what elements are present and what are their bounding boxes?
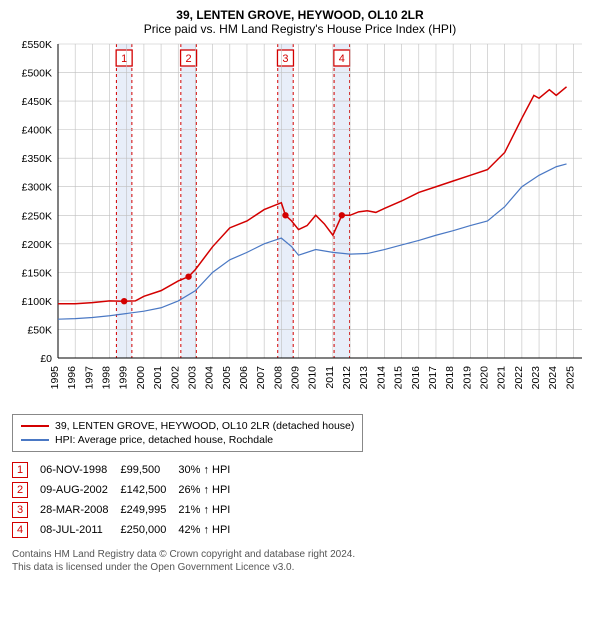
sale-date: 28-MAR-2008 [40, 500, 120, 520]
svg-text:1998: 1998 [101, 366, 113, 390]
footer-text: Contains HM Land Registry data © Crown c… [12, 548, 588, 574]
svg-text:£300K: £300K [22, 182, 52, 194]
svg-text:£100K: £100K [22, 296, 52, 308]
svg-text:2017: 2017 [427, 366, 439, 390]
svg-text:1995: 1995 [49, 366, 61, 390]
svg-text:2007: 2007 [255, 366, 267, 390]
svg-text:£450K: £450K [22, 96, 52, 108]
svg-text:£200K: £200K [22, 239, 52, 251]
svg-text:2014: 2014 [375, 366, 387, 390]
svg-text:£400K: £400K [22, 125, 52, 137]
sale-price: £250,000 [120, 520, 178, 540]
svg-text:2002: 2002 [169, 366, 181, 390]
svg-text:2006: 2006 [238, 366, 250, 390]
svg-text:2021: 2021 [496, 366, 508, 390]
sale-marker: 1 [12, 462, 28, 478]
sale-marker: 4 [12, 522, 28, 538]
svg-text:2008: 2008 [272, 366, 284, 390]
svg-text:2024: 2024 [547, 366, 559, 390]
svg-text:2011: 2011 [324, 366, 336, 389]
svg-text:2001: 2001 [152, 366, 164, 390]
price-chart: 1 2 3 4 £0 £50K £100K £150K £200K £250K £300K £350K… [12, 40, 588, 408]
svg-text:2000: 2000 [135, 366, 147, 390]
legend-label: 39, LENTEN GROVE, HEYWOOD, OL10 2LR (det… [55, 420, 354, 432]
svg-text:£0: £0 [40, 353, 52, 365]
legend-label: HPI: Average price, detached house, Roch… [55, 434, 273, 446]
svg-text:2012: 2012 [341, 366, 353, 390]
svg-text:1997: 1997 [83, 366, 95, 390]
svg-text:4: 4 [339, 53, 345, 65]
svg-text:1: 1 [121, 53, 127, 65]
svg-text:2009: 2009 [290, 366, 302, 390]
sale-date: 06-NOV-1998 [40, 460, 120, 480]
svg-text:1999: 1999 [118, 366, 130, 390]
svg-text:2010: 2010 [307, 366, 319, 390]
svg-text:2025: 2025 [564, 366, 576, 390]
svg-text:£250K: £250K [22, 210, 52, 222]
svg-text:2013: 2013 [358, 366, 370, 390]
sale-date: 08-JUL-2011 [40, 520, 120, 540]
sale-marker: 3 [12, 502, 28, 518]
svg-text:£350K: £350K [22, 153, 52, 165]
sale-price: £142,500 [120, 480, 178, 500]
svg-text:£50K: £50K [27, 324, 52, 336]
sale-pct: 26% ↑ HPI [178, 480, 242, 500]
sale-date: 09-AUG-2002 [40, 480, 120, 500]
svg-text:2016: 2016 [410, 366, 422, 390]
legend: 39, LENTEN GROVE, HEYWOOD, OL10 2LR (det… [12, 414, 363, 452]
page-subtitle: Price paid vs. HM Land Registry's House … [12, 22, 588, 36]
svg-text:2019: 2019 [461, 366, 473, 390]
svg-text:£150K: £150K [22, 267, 52, 279]
svg-text:2004: 2004 [204, 366, 216, 390]
sale-price: £249,995 [120, 500, 178, 520]
svg-text:£550K: £550K [22, 40, 52, 51]
sales-table: 1 06-NOV-1998 £99,500 30% ↑ HPI 2 09-AUG-… [12, 460, 242, 540]
svg-text:1996: 1996 [66, 366, 78, 390]
sale-price: £99,500 [120, 460, 178, 480]
sale-marker: 2 [12, 482, 28, 498]
svg-text:£500K: £500K [22, 68, 52, 80]
svg-text:2005: 2005 [221, 366, 233, 390]
sale-pct: 21% ↑ HPI [178, 500, 242, 520]
svg-text:2022: 2022 [513, 366, 525, 390]
svg-text:2023: 2023 [530, 366, 542, 390]
sale-pct: 30% ↑ HPI [178, 460, 242, 480]
svg-text:2003: 2003 [186, 366, 198, 390]
svg-text:2020: 2020 [479, 366, 491, 390]
page-title: 39, LENTEN GROVE, HEYWOOD, OL10 2LR [12, 8, 588, 22]
svg-text:3: 3 [282, 53, 288, 65]
svg-text:2: 2 [186, 53, 192, 65]
svg-text:2018: 2018 [444, 366, 456, 390]
svg-text:2015: 2015 [393, 366, 405, 390]
sale-pct: 42% ↑ HPI [178, 520, 242, 540]
